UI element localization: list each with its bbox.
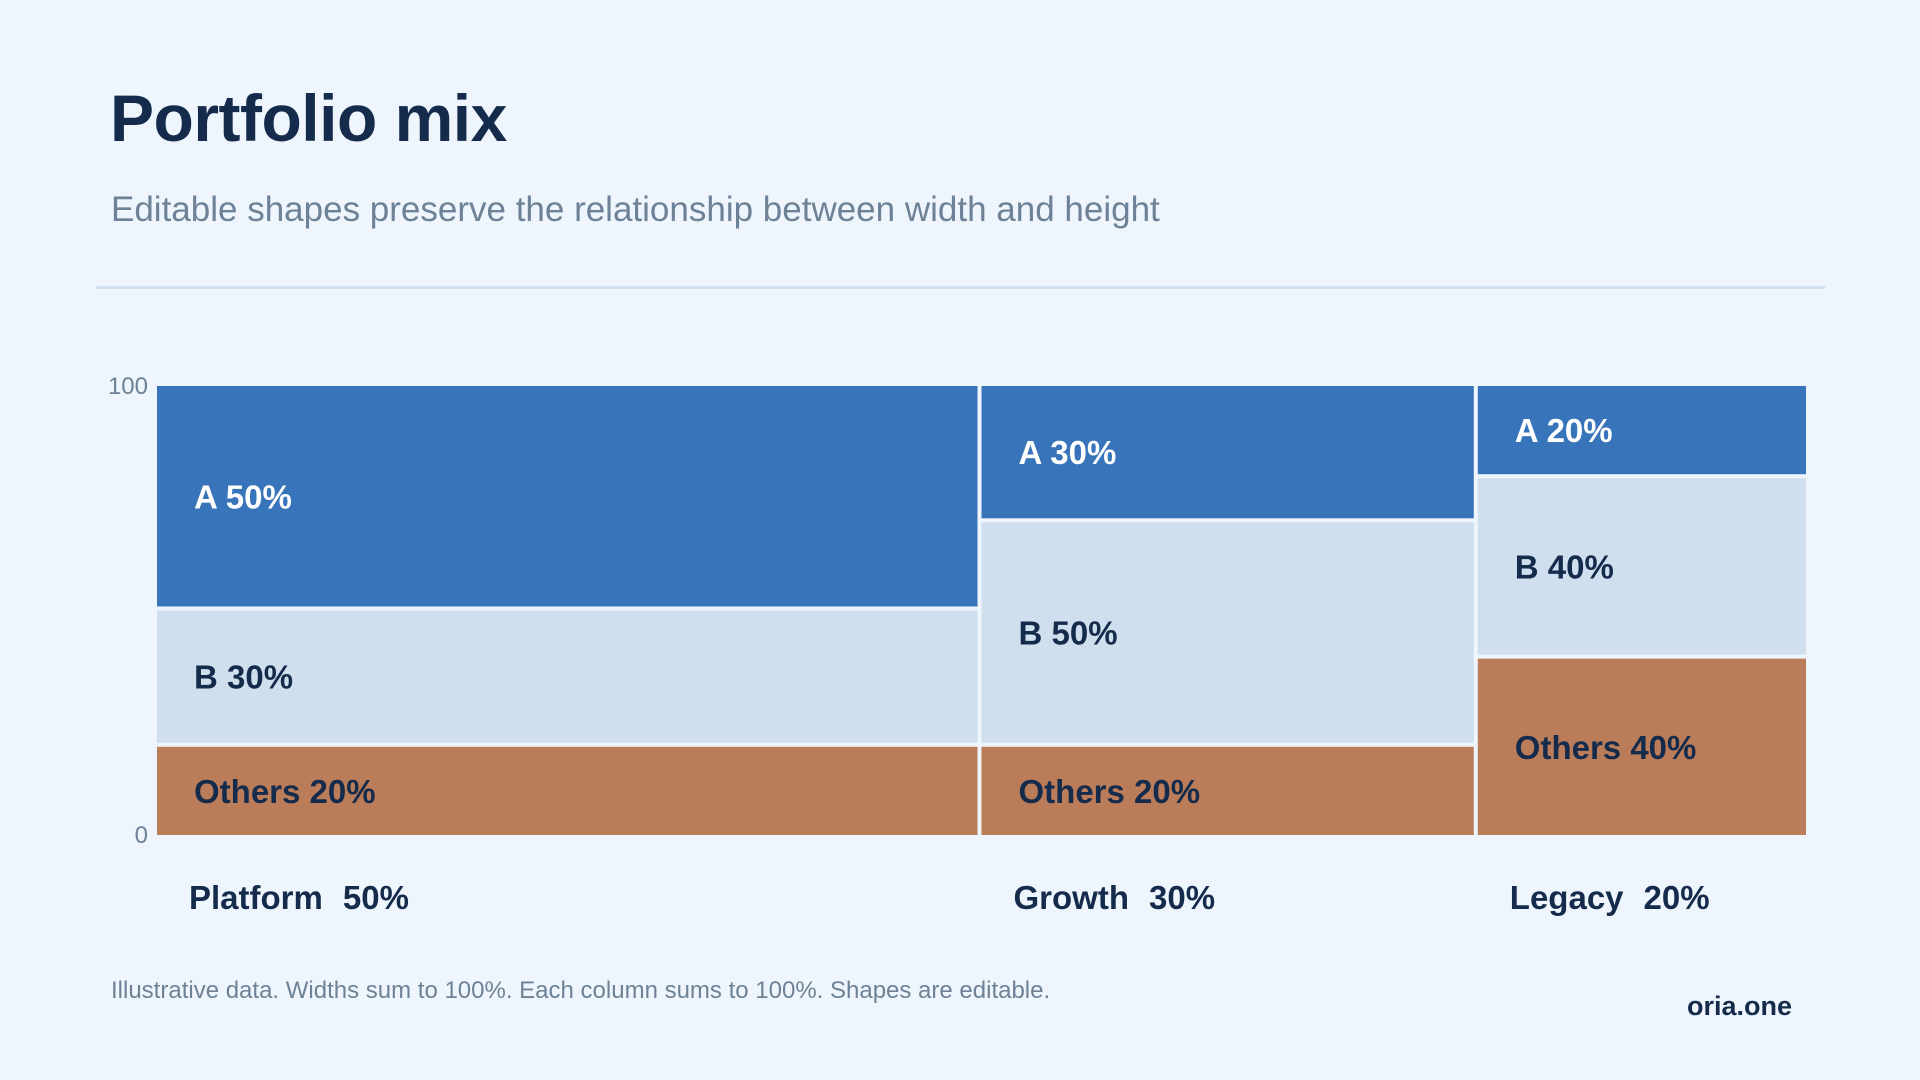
segment-label: A 50% [194,478,292,515]
segment-a [981,386,1474,519]
column-width-label: 50% [343,879,409,916]
footnote: Illustrative data. Widths sum to 100%. E… [111,977,1051,1004]
segment-label: Others 40% [1515,729,1697,766]
segment-label: A 20% [1515,412,1613,449]
column-label: Platform 50% [189,879,409,916]
column-label: Legacy 20% [1510,879,1710,916]
segment-others [981,746,1474,835]
segment-a [1477,386,1806,475]
segment-others [157,746,978,835]
segment-label: B 30% [194,659,293,696]
y-tick-label: 100 [108,373,148,400]
segment-b [1477,478,1806,655]
segment-label: A 30% [1019,434,1117,471]
segment-b [157,610,978,743]
page-title: Portfolio mix [110,81,507,155]
column-label: Growth 30% [1014,879,1216,916]
page-subtitle: Editable shapes preserve the relationshi… [111,190,1160,229]
segment-label: Others 20% [1019,773,1201,810]
segment-label: B 40% [1515,548,1614,585]
segment-label: Others 20% [194,773,376,810]
brand-label: oria.one [1686,991,1792,1021]
segment-b [981,522,1474,743]
column-width-label: 20% [1644,879,1710,916]
column-width-label: 30% [1149,879,1215,916]
column-name: Legacy [1510,879,1624,916]
segment-label: B 50% [1019,615,1118,652]
segment-others [1477,658,1806,835]
header-divider [96,286,1825,289]
y-tick-label: 0 [135,822,148,849]
segment-a [157,386,978,607]
column-name: Platform [189,879,323,916]
column-name: Growth [1014,879,1129,916]
